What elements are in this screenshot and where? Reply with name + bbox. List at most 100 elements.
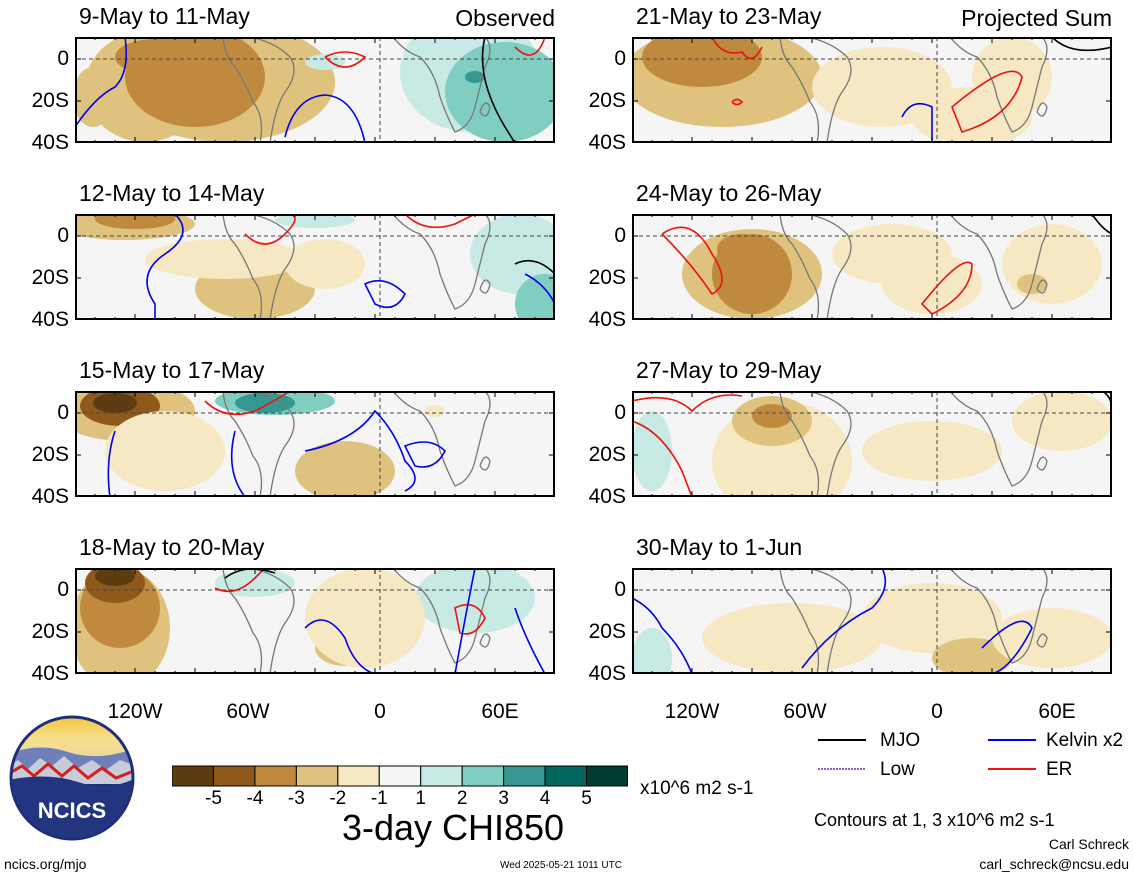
colorbar-swatch bbox=[503, 765, 546, 787]
anomaly-area bbox=[470, 214, 555, 294]
latitude-label: 0 bbox=[57, 224, 69, 247]
longitude-label: 60W bbox=[783, 700, 827, 723]
map-panel bbox=[632, 391, 1112, 497]
longitude-label: 0 bbox=[931, 700, 943, 723]
anomaly-area bbox=[862, 421, 1002, 481]
contour-line bbox=[951, 70, 1023, 133]
coastline bbox=[779, 37, 820, 143]
coastline bbox=[392, 391, 491, 487]
latitude-label: 20S bbox=[588, 443, 626, 466]
anomaly-area bbox=[305, 568, 425, 668]
anomaly-area bbox=[465, 71, 485, 83]
longitude-label: 60E bbox=[1038, 700, 1076, 723]
contour-line bbox=[901, 102, 933, 143]
colorbar-tick-label: -5 bbox=[205, 788, 222, 809]
coastline bbox=[249, 391, 295, 497]
anomaly-area bbox=[295, 441, 395, 497]
contour-line bbox=[711, 37, 763, 60]
coastline bbox=[806, 214, 852, 320]
coastline bbox=[806, 568, 852, 674]
panel-title: 15-May to 17-May bbox=[79, 357, 265, 383]
map-frame bbox=[632, 37, 1112, 143]
map-panel bbox=[632, 568, 1112, 674]
map-frame bbox=[75, 214, 555, 320]
contour-line bbox=[632, 420, 693, 497]
anomaly-area bbox=[93, 393, 137, 413]
legend-lines-right bbox=[988, 739, 1036, 770]
anomaly-area bbox=[912, 87, 1032, 143]
site-link[interactable]: ncics.org/mjo bbox=[4, 856, 87, 872]
contour-line bbox=[632, 394, 743, 413]
colorbar-swatch bbox=[378, 765, 422, 787]
longitude-label: 60W bbox=[226, 700, 270, 723]
coastline bbox=[249, 37, 295, 143]
anomaly-area bbox=[115, 39, 195, 75]
panel-title: 21-May to 23-May bbox=[636, 3, 822, 29]
longitude-label: 120W bbox=[664, 700, 720, 723]
map-panel bbox=[632, 214, 1112, 320]
colorbar-swatch bbox=[254, 765, 297, 787]
latitude-label: 0 bbox=[614, 224, 626, 247]
map-frame bbox=[75, 37, 555, 143]
colorbar-tick-label: -2 bbox=[329, 788, 347, 809]
anomaly-area bbox=[717, 234, 767, 264]
map-frame bbox=[632, 391, 1112, 497]
latitude-label: 20S bbox=[588, 620, 626, 643]
latitude-label: 20S bbox=[31, 89, 69, 112]
colorbar-swatch bbox=[420, 765, 463, 787]
legend-lines bbox=[818, 739, 866, 770]
latitude-label: 40S bbox=[31, 662, 69, 685]
anomaly-area bbox=[642, 37, 762, 87]
contour-line bbox=[454, 568, 476, 674]
legend-kelvin: Kelvin x2 bbox=[1046, 730, 1124, 751]
anomaly-area bbox=[285, 239, 365, 289]
author-email[interactable]: carl_schreck@ncsu.edu bbox=[979, 856, 1129, 872]
anomaly-area bbox=[752, 404, 792, 428]
coastline bbox=[479, 633, 491, 648]
panel-title: 12-May to 14-May bbox=[79, 180, 265, 206]
panel-title: 27-May to 29-May bbox=[636, 357, 822, 383]
contour-line bbox=[514, 37, 546, 56]
colorbar bbox=[172, 765, 628, 787]
contour-line bbox=[146, 214, 184, 320]
anomaly-area bbox=[882, 254, 982, 314]
author: Carl Schreck bbox=[1048, 836, 1129, 852]
latitude-label: 20S bbox=[31, 266, 69, 289]
colorbar-tick-label: 5 bbox=[581, 788, 592, 809]
coastline bbox=[479, 279, 491, 294]
panel-title: 9-May to 11-May bbox=[79, 3, 250, 29]
anomaly-area bbox=[75, 67, 113, 127]
coastline bbox=[392, 214, 491, 310]
contour-line bbox=[661, 226, 723, 296]
coastline bbox=[949, 391, 1048, 487]
coastline bbox=[249, 568, 295, 674]
latitude-label: 40S bbox=[588, 308, 626, 331]
coastline bbox=[479, 102, 491, 117]
anomaly-area bbox=[1012, 391, 1112, 451]
anomaly-area bbox=[445, 42, 555, 142]
contour-line bbox=[481, 37, 516, 143]
map-frame bbox=[75, 391, 555, 497]
contour-line bbox=[363, 279, 406, 309]
timestamp: Wed 2025-05-21 1011 UTC bbox=[500, 860, 622, 871]
colorbar-tick-label: -1 bbox=[370, 788, 388, 809]
anomaly-area bbox=[932, 638, 1012, 674]
coastline bbox=[806, 391, 852, 497]
coastline bbox=[949, 37, 1048, 133]
map-frame bbox=[75, 568, 555, 674]
colorbar-swatch bbox=[461, 765, 505, 787]
colorbar-units: x10^6 m2 s-1 bbox=[640, 778, 754, 799]
contour-line bbox=[403, 441, 446, 468]
latitude-label: 0 bbox=[614, 401, 626, 424]
map-panel bbox=[75, 568, 555, 674]
contour-line bbox=[632, 597, 693, 674]
coastline bbox=[1036, 102, 1048, 117]
anomaly-area bbox=[95, 214, 175, 229]
coastline bbox=[1036, 456, 1048, 471]
coastline bbox=[949, 214, 1048, 310]
contour-line bbox=[514, 259, 555, 275]
contour-line bbox=[801, 568, 887, 669]
map-frame bbox=[632, 568, 1112, 674]
latitude-label: 20S bbox=[588, 89, 626, 112]
anomaly-area bbox=[632, 411, 672, 491]
